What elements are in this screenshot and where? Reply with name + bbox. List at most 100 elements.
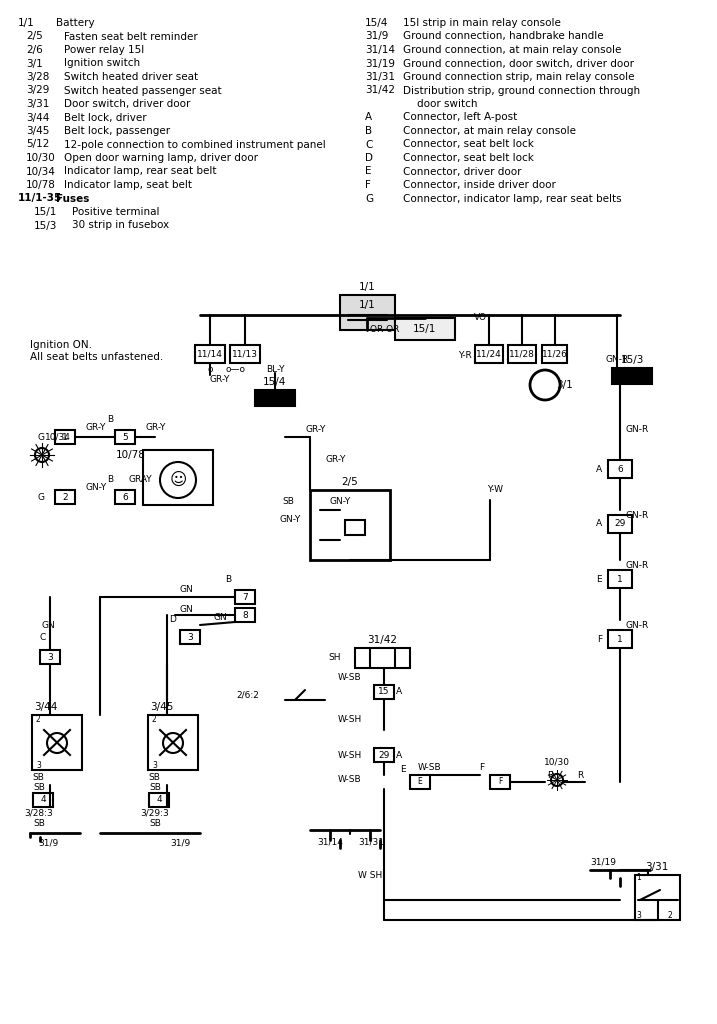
Bar — [33, 793, 53, 807]
Text: Connector, at main relay console: Connector, at main relay console — [403, 126, 576, 136]
Text: GN-R: GN-R — [625, 621, 648, 630]
Bar — [345, 520, 365, 535]
Text: W SH: W SH — [358, 870, 382, 880]
Bar — [508, 345, 536, 362]
Text: W-SB: W-SB — [338, 674, 362, 683]
Text: 10/30: 10/30 — [26, 153, 56, 163]
Text: D: D — [169, 615, 176, 625]
Text: 5/12: 5/12 — [26, 139, 49, 150]
Text: OR OR: OR OR — [370, 325, 399, 334]
Text: Fasten seat belt reminder: Fasten seat belt reminder — [64, 32, 198, 42]
Text: 3/1: 3/1 — [26, 58, 43, 69]
Bar — [608, 460, 632, 478]
Text: 3/29: 3/29 — [26, 85, 49, 95]
Text: W-SH: W-SH — [338, 751, 362, 760]
Text: B: B — [107, 416, 113, 425]
Text: 3/29:3: 3/29:3 — [140, 809, 168, 817]
Bar — [255, 390, 295, 406]
Bar — [55, 430, 75, 444]
Text: F: F — [479, 764, 484, 772]
Text: 3/31: 3/31 — [26, 99, 49, 109]
Text: 11/26: 11/26 — [542, 349, 568, 358]
Text: GR-Y: GR-Y — [325, 456, 346, 465]
Text: Connector, indicator lamp, rear seat belts: Connector, indicator lamp, rear seat bel… — [403, 194, 622, 204]
Text: 31/42: 31/42 — [365, 85, 395, 95]
Text: 31/31: 31/31 — [358, 838, 384, 847]
Text: F: F — [365, 180, 371, 190]
Bar — [374, 685, 394, 699]
Text: GN-R: GN-R — [625, 511, 648, 519]
Text: GN-R: GN-R — [605, 355, 629, 365]
Text: BL-Y: BL-Y — [266, 366, 284, 375]
Text: 15/4: 15/4 — [263, 377, 287, 387]
Text: SH: SH — [329, 653, 341, 663]
Text: B: B — [365, 126, 372, 136]
Text: o: o — [207, 366, 213, 375]
Text: 2/6:2: 2/6:2 — [237, 690, 260, 699]
Text: Y-R: Y-R — [458, 350, 472, 359]
Text: Ground connection, at main relay console: Ground connection, at main relay console — [403, 45, 622, 55]
Text: 2: 2 — [152, 715, 157, 724]
Text: 8: 8 — [242, 610, 248, 620]
Bar — [40, 650, 60, 664]
Text: Power relay 15I: Power relay 15I — [64, 45, 144, 55]
Text: SB: SB — [148, 772, 160, 781]
Text: 31/9: 31/9 — [38, 839, 58, 848]
Text: Ground connection strip, main relay console: Ground connection strip, main relay cons… — [403, 72, 635, 82]
Text: Connector, seat belt lock: Connector, seat belt lock — [403, 139, 534, 150]
Text: E: E — [417, 777, 422, 786]
Bar — [148, 715, 198, 770]
Bar — [490, 775, 510, 790]
Text: 2/5: 2/5 — [26, 32, 43, 42]
Bar — [395, 318, 455, 340]
Text: Switch heated driver seat: Switch heated driver seat — [64, 72, 198, 82]
Text: Connector, left A-post: Connector, left A-post — [403, 113, 517, 123]
Text: 3: 3 — [47, 652, 53, 662]
Text: 12-pole connection to combined instrument panel: 12-pole connection to combined instrumen… — [64, 139, 326, 150]
Bar — [475, 345, 503, 362]
Bar — [195, 345, 225, 362]
Bar — [355, 648, 410, 668]
Bar — [235, 590, 255, 604]
Text: 3: 3 — [187, 633, 193, 641]
Text: GN-R: GN-R — [625, 560, 648, 569]
Bar — [374, 748, 394, 762]
Bar — [608, 570, 632, 588]
Text: 15/3: 15/3 — [620, 355, 644, 365]
Text: 3/28: 3/28 — [26, 72, 49, 82]
Text: E: E — [597, 574, 602, 584]
Text: R: R — [547, 770, 553, 779]
Text: GN: GN — [180, 605, 194, 614]
Bar — [180, 630, 200, 644]
Text: GR-Y: GR-Y — [85, 424, 105, 432]
Text: GN: GN — [213, 613, 227, 623]
Text: 15: 15 — [379, 687, 390, 696]
Text: 3/31: 3/31 — [645, 862, 669, 872]
Text: Battery: Battery — [56, 18, 95, 28]
Bar — [612, 368, 652, 384]
Text: 15I strip in main relay console: 15I strip in main relay console — [403, 18, 561, 28]
Text: 1: 1 — [617, 574, 623, 584]
Bar — [230, 345, 260, 362]
Text: 31/9: 31/9 — [170, 839, 190, 848]
Text: 4: 4 — [156, 796, 162, 805]
Text: 15/3: 15/3 — [34, 220, 57, 230]
Text: 1: 1 — [636, 873, 641, 883]
Text: D: D — [365, 153, 373, 163]
Text: 3: 3 — [152, 761, 157, 769]
Text: 30 strip in fusebox: 30 strip in fusebox — [72, 220, 169, 230]
Text: 2/5: 2/5 — [341, 477, 358, 487]
Text: 3/44: 3/44 — [34, 702, 57, 712]
Bar — [608, 515, 632, 534]
Bar — [635, 874, 680, 920]
Bar — [149, 793, 169, 807]
Text: 29: 29 — [614, 519, 626, 528]
Text: GN-Y: GN-Y — [280, 515, 301, 524]
Text: SB: SB — [282, 498, 294, 507]
Text: A: A — [365, 113, 372, 123]
Text: SB: SB — [33, 818, 45, 827]
Text: 11/1-35: 11/1-35 — [18, 194, 62, 204]
Text: 3/28:3: 3/28:3 — [24, 809, 53, 817]
Text: E: E — [365, 167, 371, 176]
Text: 2: 2 — [36, 715, 41, 724]
